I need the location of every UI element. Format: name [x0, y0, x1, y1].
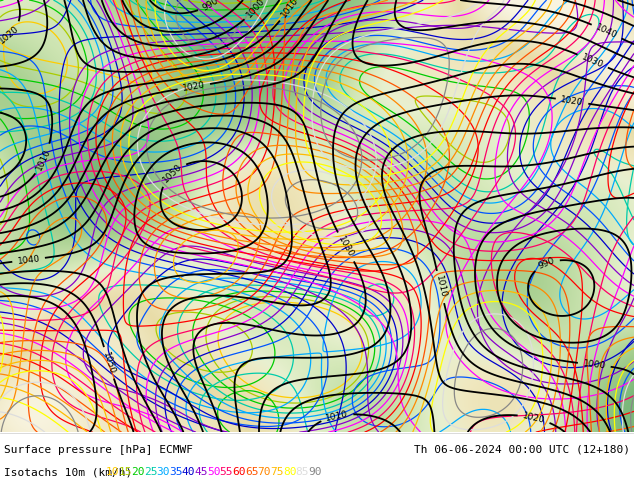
Text: 10: 10 — [106, 467, 120, 477]
Text: 1050: 1050 — [101, 350, 117, 375]
Text: 1010: 1010 — [325, 409, 349, 423]
Text: Th 06-06-2024 00:00 UTC (12+180): Th 06-06-2024 00:00 UTC (12+180) — [414, 445, 630, 455]
Text: 1020: 1020 — [522, 411, 546, 425]
Text: 25: 25 — [144, 467, 157, 477]
Text: 35: 35 — [169, 467, 183, 477]
Text: 80: 80 — [283, 467, 296, 477]
Text: 990: 990 — [537, 256, 556, 271]
Text: 1030: 1030 — [337, 235, 356, 259]
Text: 1020: 1020 — [0, 24, 21, 46]
Text: 40: 40 — [182, 467, 195, 477]
Text: 1000: 1000 — [583, 359, 606, 370]
Text: 990: 990 — [200, 0, 220, 13]
Text: 55: 55 — [219, 467, 233, 477]
Text: 20: 20 — [131, 467, 145, 477]
Text: 1020: 1020 — [182, 80, 206, 93]
Text: 1010: 1010 — [35, 147, 53, 172]
Text: 1040: 1040 — [595, 23, 619, 40]
Text: 45: 45 — [195, 467, 208, 477]
Text: 1020: 1020 — [560, 95, 584, 107]
Text: 65: 65 — [245, 467, 259, 477]
Text: 70: 70 — [257, 467, 271, 477]
Text: 15: 15 — [119, 467, 132, 477]
Text: 1040: 1040 — [16, 254, 41, 266]
Text: Isotachs 10m (km/h): Isotachs 10m (km/h) — [4, 467, 133, 477]
Text: 1010: 1010 — [280, 0, 301, 20]
Text: 1000: 1000 — [245, 0, 267, 19]
Text: 90: 90 — [308, 467, 321, 477]
Text: 60: 60 — [232, 467, 246, 477]
Text: 1010: 1010 — [434, 275, 448, 299]
Text: 1050: 1050 — [161, 162, 184, 185]
Text: 50: 50 — [207, 467, 221, 477]
Text: Surface pressure [hPa] ECMWF: Surface pressure [hPa] ECMWF — [4, 445, 193, 455]
Text: 75: 75 — [270, 467, 283, 477]
Text: 1030: 1030 — [580, 52, 605, 70]
Text: 85: 85 — [295, 467, 309, 477]
Text: 30: 30 — [157, 467, 170, 477]
